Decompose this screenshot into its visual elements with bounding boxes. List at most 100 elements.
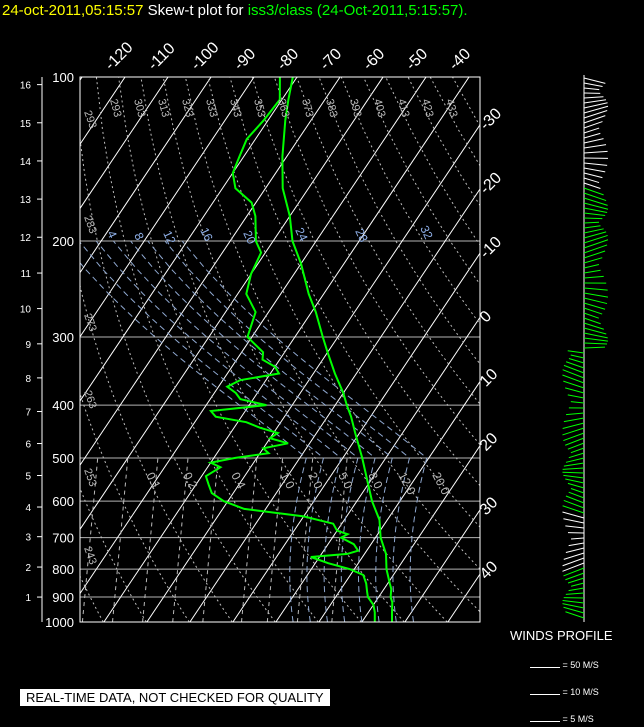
barb-10-icon — [530, 694, 560, 695]
wind-legend-50: = 50 M/S — [530, 660, 599, 670]
wind-barb — [583, 96, 604, 99]
dry-adiabat — [407, 77, 480, 207]
moist-adiabat — [80, 241, 325, 622]
wind-barb — [583, 234, 608, 244]
dry-adiabat — [80, 283, 233, 622]
wind-barb — [562, 603, 585, 609]
wind-barb — [583, 132, 601, 139]
barb-50-icon — [530, 667, 560, 668]
wind-barb — [583, 187, 604, 196]
wind-barb — [570, 354, 585, 359]
dry-adiabat — [184, 77, 480, 613]
wind-barb — [565, 457, 585, 463]
dry-adiabat — [95, 77, 319, 622]
wind-barb — [562, 471, 585, 474]
wind-barb — [565, 572, 585, 581]
wind-barb — [583, 197, 608, 206]
height-tick: 12 — [20, 233, 32, 244]
wind-barb — [583, 264, 600, 269]
wind-barb — [583, 121, 603, 129]
wind-barb — [583, 127, 600, 134]
wind-barb — [583, 231, 607, 239]
wind-barb — [563, 380, 585, 389]
temperature-top-tick: -50 — [403, 45, 431, 73]
moist-adiabat — [181, 240, 428, 622]
isotherm — [318, 380, 480, 622]
wind-barb — [563, 432, 585, 442]
wind-barb — [567, 577, 585, 584]
wind-barb — [562, 427, 585, 436]
quality-disclaimer: REAL-TIME DATA, NOT CHECKED FOR QUALITY — [20, 689, 330, 706]
wind-barb — [583, 105, 609, 114]
wind-barb — [583, 162, 608, 166]
isotherm — [80, 77, 255, 338]
wind-barb — [568, 452, 585, 459]
isotherm — [80, 77, 212, 274]
wind-barb — [583, 167, 606, 173]
wind-barb — [571, 537, 585, 540]
mixing-ratio-line — [296, 457, 314, 622]
wind-barb — [583, 287, 608, 291]
dry-adiabat-label: 323 — [179, 98, 195, 119]
dry-adiabat-label: 403 — [371, 98, 387, 119]
moist-adiabat — [95, 240, 342, 622]
wind-barb — [583, 225, 601, 229]
wind-barb — [563, 474, 585, 479]
wind-barb — [583, 221, 600, 224]
wind-barb — [563, 417, 585, 423]
isotherm — [361, 444, 480, 622]
wind-barb — [563, 606, 585, 614]
moist-adiabat — [130, 240, 376, 622]
wind-barb — [565, 525, 585, 529]
wind-barb — [567, 442, 585, 450]
wind-barb — [583, 192, 607, 202]
dry-adiabat-label: 393 — [347, 98, 363, 119]
mixing-ratio-label: 0.4 — [228, 470, 248, 492]
wind-barb — [583, 332, 608, 339]
wind-barb — [583, 244, 608, 254]
skewt-grid — [80, 77, 480, 622]
temperature-top-tick: -120 — [102, 39, 137, 74]
wind-barbs — [562, 75, 609, 622]
moist-adiabat-label: 4 — [104, 228, 120, 240]
dry-adiabat — [340, 77, 480, 325]
wind-barb — [565, 478, 585, 484]
wind-barb — [562, 422, 585, 430]
temperature-right-tick: 30 — [477, 494, 502, 519]
isotherm — [404, 509, 480, 622]
wind-barb — [566, 412, 585, 416]
pressure-tick: 200 — [52, 234, 74, 249]
height-tick: 13 — [20, 195, 32, 206]
wind-barb — [570, 488, 585, 494]
wind-legend-5: = 5 M/S — [530, 714, 594, 724]
height-tick: 7 — [25, 408, 31, 419]
temperature-top-tick: -100 — [188, 39, 223, 74]
wind-barb — [562, 511, 585, 519]
dry-adiabat-left-label: 273 — [81, 312, 99, 333]
pressure-tick: 800 — [52, 562, 74, 577]
wind-barb — [583, 250, 606, 259]
dry-adiabat-label: 373 — [299, 98, 315, 119]
pressure-tick: 300 — [52, 330, 74, 345]
wind-barb — [562, 600, 585, 604]
wind-barb — [583, 297, 608, 305]
skewt-series — [204, 77, 394, 622]
moist-adiabat-label: 28 — [352, 226, 370, 244]
moist-adiabat-label: 16 — [197, 225, 215, 243]
wind-barb — [583, 82, 603, 87]
wind-barb — [583, 144, 607, 149]
mixing-ratio-line — [142, 457, 159, 622]
wind-barb — [562, 467, 585, 470]
wind-barb — [567, 394, 585, 399]
wind-barb — [583, 346, 606, 349]
height-tick: 10 — [20, 305, 32, 316]
wind-barb — [562, 562, 585, 572]
isotherm — [80, 77, 341, 467]
moist-adiabat-label: 32 — [417, 223, 435, 241]
wind-barb — [563, 567, 585, 577]
temperature-right-tick: 40 — [477, 558, 502, 583]
dry-adiabat — [118, 77, 362, 622]
dry-adiabat — [318, 77, 480, 365]
wind-barb — [583, 177, 600, 184]
dry-adiabat — [273, 77, 480, 446]
